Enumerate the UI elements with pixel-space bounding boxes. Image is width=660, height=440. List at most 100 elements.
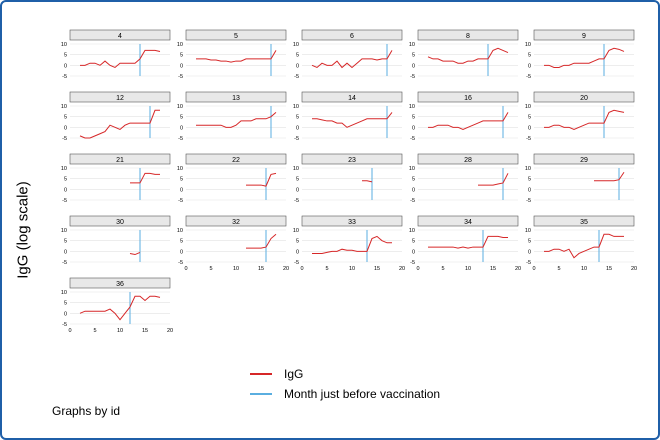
legend-item-vaccination: Month just before vaccination bbox=[250, 386, 440, 402]
igg-line-32 bbox=[246, 233, 277, 249]
panel-title-16: 16 bbox=[464, 95, 472, 102]
panel-22: 22 -5 0 5 10 bbox=[177, 153, 287, 204]
panel-header-22 bbox=[185, 153, 287, 165]
igg-line-33 bbox=[312, 235, 392, 254]
panel-title-23: 23 bbox=[348, 157, 356, 164]
x-tick-label: 20 bbox=[515, 266, 521, 272]
y-tick-label: 5 bbox=[64, 301, 67, 307]
y-tick-label: 0 bbox=[296, 63, 299, 69]
y-tick-label: 5 bbox=[412, 115, 415, 121]
panel-title-13: 13 bbox=[232, 95, 240, 102]
panel-5: 5 -5 0 5 10 bbox=[177, 29, 287, 80]
panel-23: 23 -5 0 5 10 bbox=[293, 153, 403, 204]
panel-title-21: 21 bbox=[116, 157, 124, 164]
y-tick-label: 0 bbox=[64, 249, 67, 255]
panel-13: 13 -5 0 5 10 bbox=[177, 91, 287, 142]
x-tick-label: 10 bbox=[117, 328, 123, 334]
y-tick-label: 10 bbox=[293, 104, 299, 110]
x-tick-label: 0 bbox=[184, 266, 187, 272]
x-tick-label: 20 bbox=[399, 266, 405, 272]
panel-header-14 bbox=[301, 91, 403, 103]
y-tick-label: -5 bbox=[294, 260, 299, 266]
panel-header-8 bbox=[417, 29, 519, 41]
y-tick-label: 10 bbox=[177, 42, 183, 48]
panel-4: 4 -5 0 5 10 bbox=[61, 29, 171, 80]
panel-title-12: 12 bbox=[116, 95, 124, 102]
y-tick-label: -5 bbox=[62, 74, 67, 80]
x-tick-label: 0 bbox=[68, 328, 71, 334]
y-tick-label: 0 bbox=[296, 249, 299, 255]
y-tick-label: -5 bbox=[410, 198, 415, 204]
y-tick-label: 5 bbox=[180, 53, 183, 59]
panel-header-35 bbox=[533, 215, 635, 227]
y-tick-label: 5 bbox=[528, 239, 531, 245]
y-tick-label: -5 bbox=[526, 74, 531, 80]
x-tick-label: 15 bbox=[374, 266, 380, 272]
x-tick-label: 10 bbox=[581, 266, 587, 272]
igg-line-8 bbox=[427, 47, 509, 64]
y-tick-label: 0 bbox=[180, 187, 183, 193]
y-tick-label: 0 bbox=[528, 125, 531, 131]
panel-20: 20 -5 0 5 10 bbox=[525, 91, 635, 142]
y-tick-label: -5 bbox=[62, 198, 67, 204]
panel-header-16 bbox=[417, 91, 519, 103]
y-tick-label: 10 bbox=[409, 104, 415, 110]
panel-header-20 bbox=[533, 91, 635, 103]
x-tick-label: 20 bbox=[631, 266, 637, 272]
igg-line-9 bbox=[544, 47, 625, 68]
panel-header-28 bbox=[417, 153, 519, 165]
panel-14: 14 -5 0 5 10 bbox=[293, 91, 403, 142]
panel-title-35: 35 bbox=[580, 219, 588, 226]
y-tick-label: 0 bbox=[64, 63, 67, 69]
panel-header-36 bbox=[69, 277, 171, 289]
y-tick-label: 10 bbox=[61, 104, 67, 110]
y-tick-label: 0 bbox=[296, 187, 299, 193]
x-tick-label: 5 bbox=[93, 328, 96, 334]
igg-line-28 bbox=[478, 173, 509, 186]
igg-line-35 bbox=[544, 233, 624, 259]
y-tick-label: 0 bbox=[64, 187, 67, 193]
x-tick-label: 15 bbox=[258, 266, 264, 272]
panel-header-6 bbox=[301, 29, 403, 41]
panel-header-13 bbox=[185, 91, 287, 103]
y-tick-label: -5 bbox=[178, 74, 183, 80]
y-tick-label: -5 bbox=[294, 198, 299, 204]
panel-6: 6 -5 0 5 10 bbox=[293, 29, 403, 80]
igg-line-14 bbox=[312, 112, 393, 128]
panel-9: 9 -5 0 5 10 bbox=[525, 29, 635, 80]
y-tick-label: 0 bbox=[412, 249, 415, 255]
panel-title-4: 4 bbox=[118, 33, 122, 40]
y-tick-label: -5 bbox=[526, 260, 531, 266]
panel-21: 21 -5 0 5 10 bbox=[61, 153, 171, 204]
legend-swatch-vaccination bbox=[250, 393, 272, 395]
igg-line-23 bbox=[362, 180, 373, 183]
y-tick-label: -5 bbox=[526, 198, 531, 204]
panel-title-8: 8 bbox=[466, 33, 470, 40]
panel-title-29: 29 bbox=[580, 157, 588, 164]
panel-8: 8 -5 0 5 10 bbox=[409, 29, 519, 80]
y-tick-label: 0 bbox=[412, 187, 415, 193]
x-tick-label: 15 bbox=[490, 266, 496, 272]
panel-title-32: 32 bbox=[232, 219, 240, 226]
panel-12: 12 -5 0 5 10 bbox=[61, 91, 171, 142]
y-tick-label: 0 bbox=[64, 311, 67, 317]
legend-label-vaccination: Month just before vaccination bbox=[284, 387, 441, 401]
footnote: Graphs by id bbox=[52, 404, 121, 418]
y-tick-label: 0 bbox=[180, 63, 183, 69]
panel-title-22: 22 bbox=[232, 157, 240, 164]
x-tick-label: 15 bbox=[142, 328, 148, 334]
panel-header-9 bbox=[533, 29, 635, 41]
y-tick-label: 10 bbox=[293, 166, 299, 172]
legend-swatch-igg bbox=[250, 373, 272, 375]
igg-line-21 bbox=[130, 172, 160, 184]
legend-label-igg: IgG bbox=[284, 367, 304, 381]
panel-title-14: 14 bbox=[348, 95, 356, 102]
y-tick-label: 5 bbox=[296, 53, 299, 59]
y-tick-label: 0 bbox=[412, 63, 415, 69]
